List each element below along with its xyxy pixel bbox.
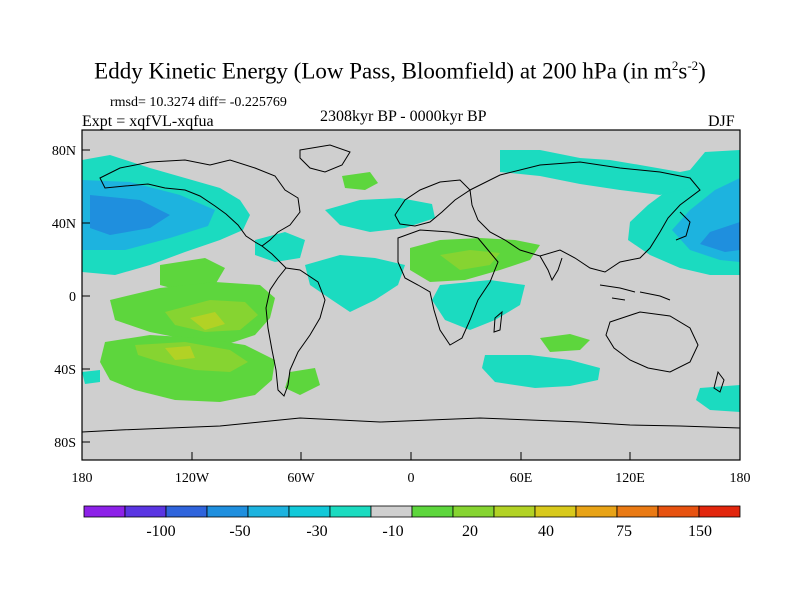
- lon-label-60e: 60E: [510, 471, 533, 486]
- colorbar-box: [411, 505, 454, 518]
- period-label: 2308kyr BP - 0000kyr BP: [320, 108, 487, 125]
- lon-label-0: 0: [408, 471, 415, 486]
- colorbar-label: -10: [382, 523, 403, 540]
- colorbar-box: [616, 505, 659, 518]
- colorbar-box: [534, 505, 577, 518]
- colorbar-box: [288, 505, 331, 518]
- colorbar-box: [493, 505, 536, 518]
- colorbar-label: -50: [229, 523, 250, 540]
- lat-label-80s: 80S: [54, 436, 76, 451]
- lat-label-eq: 0: [69, 290, 76, 305]
- lat-label-40s: 40S: [54, 363, 76, 378]
- colorbar-box: [206, 505, 249, 518]
- colorbar-label: 150: [688, 523, 712, 540]
- lon-label-120e: 120E: [615, 471, 645, 486]
- colorbar-box: [575, 505, 618, 518]
- colorbar: [83, 505, 741, 518]
- colorbar-box: [370, 505, 413, 518]
- colorbar-box: [657, 505, 700, 518]
- colorbar-labels: -100 -50 -30 -10 20 40 75 150: [146, 523, 712, 540]
- colorbar-label: -100: [146, 523, 175, 540]
- colorbar-box: [124, 505, 167, 518]
- colorbar-box: [165, 505, 208, 518]
- stats-text: rmsd= 10.3274 diff= -0.225769: [110, 95, 287, 110]
- colorbar-label: 75: [616, 523, 632, 540]
- lat-label-40n: 40N: [52, 217, 76, 232]
- colorbar-label: 20: [462, 523, 478, 540]
- colorbar-label: -30: [306, 523, 327, 540]
- lon-ticks: [81, 452, 741, 460]
- lat-label-80n: 80N: [52, 144, 76, 159]
- colorbar-label: 40: [538, 523, 554, 540]
- experiment-label: Expt = xqfVL-xqfua: [82, 113, 214, 130]
- chart-title: Eddy Kinetic Energy (Low Pass, Bloomfiel…: [94, 58, 706, 84]
- lon-label-180w: 180: [72, 471, 93, 486]
- field-contours: [82, 150, 740, 412]
- lon-label-180e: 180: [730, 471, 751, 486]
- colorbar-box: [329, 505, 372, 518]
- colorbar-box: [247, 505, 290, 518]
- lon-label-120w: 120W: [175, 471, 210, 486]
- colorbar-box: [452, 505, 495, 518]
- coastlines: [82, 144, 740, 433]
- lat-ticks: [82, 149, 90, 443]
- colorbar-box: [698, 505, 741, 518]
- lon-label-60w: 60W: [287, 471, 315, 486]
- colorbar-box: [83, 505, 126, 518]
- season-label: DJF: [708, 113, 735, 130]
